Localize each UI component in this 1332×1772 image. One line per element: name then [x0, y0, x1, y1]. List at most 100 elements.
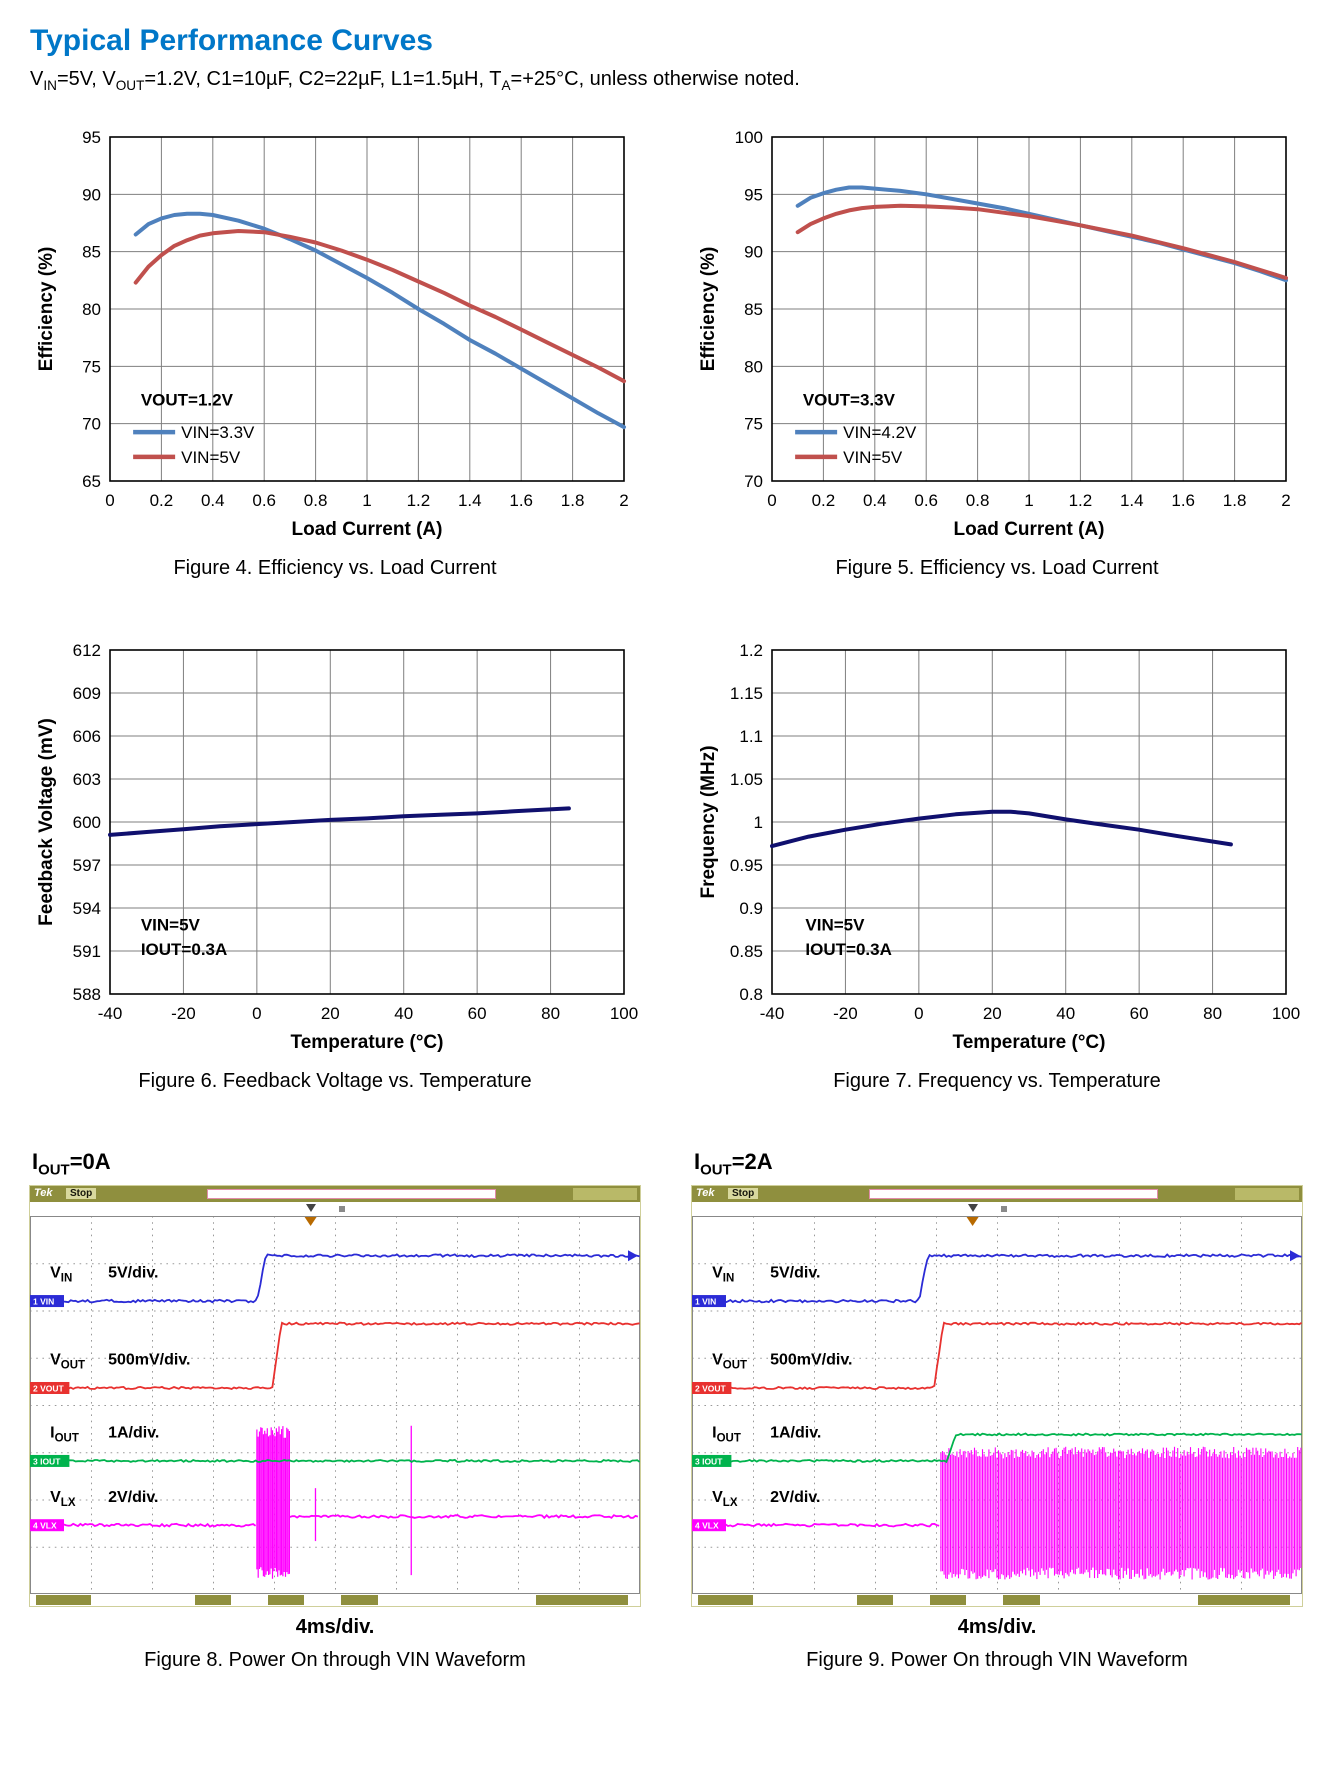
y-axis-label: Frequency (MHz)	[698, 745, 719, 898]
chart-annotation: VOUT=3.3V	[803, 390, 896, 409]
legend-label: VIN=4.2V	[843, 423, 917, 442]
figure-5: 0 0.2 0.4 0.6 0.8 1 1.2 1.4 1.6 1.8 2 70 75 80 85 90 95 1…	[692, 123, 1302, 580]
svg-text:80: 80	[82, 300, 101, 319]
svg-text:603: 603	[73, 770, 101, 789]
svg-text:609: 609	[73, 684, 101, 703]
svg-text:1.15: 1.15	[730, 684, 763, 703]
svg-text:588: 588	[73, 985, 101, 1004]
svg-text:1.2: 1.2	[1069, 491, 1093, 510]
svg-text:1.2: 1.2	[407, 491, 431, 510]
page-title: Typical Performance Curves	[30, 24, 433, 57]
svg-text:606: 606	[73, 727, 101, 746]
svg-text:1.8: 1.8	[561, 491, 585, 510]
svg-text:2: 2	[1281, 491, 1290, 510]
series-Frequency	[770, 809, 1233, 849]
scope-readout-block	[1003, 1595, 1040, 1606]
svg-text:0.4: 0.4	[863, 491, 887, 510]
figure-6-caption: Figure 6. Feedback Voltage vs. Temperatu…	[138, 1070, 532, 1092]
svg-text:0.6: 0.6	[252, 491, 276, 510]
trace-scale-IOUT: 1A/div.	[770, 1425, 821, 1442]
channel-badge-text: 2 VOUT	[33, 1384, 65, 1394]
trace-label-VIN: VIN	[712, 1265, 734, 1285]
chart-annotation: IOUT=0.3A	[805, 940, 891, 959]
svg-text:597: 597	[73, 856, 101, 875]
y-axis-label: Efficiency (%)	[36, 247, 57, 372]
scope-bottom-chrome	[692, 1594, 1302, 1607]
svg-text:20: 20	[321, 1004, 340, 1023]
svg-text:100: 100	[735, 128, 763, 147]
svg-text:60: 60	[1130, 1004, 1149, 1023]
trigger-time-marker	[966, 1217, 979, 1227]
legend-label: VIN=5V	[181, 448, 241, 467]
scope-readout-block	[536, 1595, 628, 1606]
figure-9-caption: Figure 9. Power On through VIN Waveform	[806, 1649, 1188, 1672]
x-axis-label: Temperature (°C)	[953, 1032, 1106, 1053]
svg-text:60: 60	[468, 1004, 487, 1023]
channel-badge-VIN	[692, 1295, 726, 1308]
scope-readout-block	[194, 1595, 232, 1606]
trace-scale-IOUT: 1A/div.	[108, 1425, 159, 1442]
svg-text:1.2: 1.2	[739, 641, 763, 660]
acquisition-status: Stop	[728, 1188, 759, 1200]
svg-text:0.2: 0.2	[150, 491, 174, 510]
tek-logo: Tek	[34, 1187, 53, 1200]
channel-badge-text: 1 VIN	[33, 1297, 54, 1307]
timebase-label: 4ms/div.	[957, 1616, 1037, 1639]
figure-4: 0 0.2 0.4 0.6 0.8 1 1.2 1.4 1.6 1.8 2 65 70 75 80 85 90 9…	[30, 123, 640, 580]
plot-border	[771, 649, 1287, 995]
trace-scale-VLX: 2V/div.	[770, 1489, 820, 1506]
series-VIN=5V	[133, 229, 626, 384]
trace-VIN	[30, 1253, 640, 1304]
svg-text:100: 100	[610, 1004, 638, 1023]
svg-text:1: 1	[362, 491, 371, 510]
scope-readout-block	[341, 1595, 378, 1606]
figure-8: IOUT=0A Tek Stop VIN 5V/div. VOUT 500mV/div…	[30, 1149, 640, 1672]
graticule-border	[30, 1216, 640, 1595]
scope-readout-block	[929, 1595, 967, 1606]
x-axis-label: Load Current (A)	[292, 519, 443, 540]
svg-text:95: 95	[82, 128, 101, 147]
svg-text:100: 100	[1272, 1004, 1300, 1023]
svg-text:85: 85	[744, 300, 763, 319]
svg-text:0: 0	[914, 1004, 923, 1023]
trace-VIN	[692, 1253, 1302, 1304]
trace-label-IOUT: IOUT	[712, 1425, 741, 1445]
svg-text:591: 591	[73, 942, 101, 961]
svg-text:0.6: 0.6	[914, 491, 938, 510]
feedback-voltage-vs-temperature-chart: -40 -20 0 20 40 60 80 100 588 591 594 597 600 603 606 6…	[36, 641, 638, 1053]
efficiency-vs-load-chart-vout1v2: 0 0.2 0.4 0.6 0.8 1 1.2 1.4 1.6 1.8 2 65 70 75 80 85 90 9…	[36, 128, 629, 540]
figures-grid: 0 0.2 0.4 0.6 0.8 1 1.2 1.4 1.6 1.8 2 65 70 75 80 85 90 9…	[30, 123, 1302, 1672]
svg-text:70: 70	[744, 472, 763, 491]
x-axis-label: Load Current (A)	[954, 519, 1105, 540]
svg-text:1.6: 1.6	[1171, 491, 1195, 510]
svg-text:95: 95	[744, 185, 763, 204]
svg-text:612: 612	[73, 641, 101, 660]
trace-label-VOUT: VOUT	[712, 1352, 747, 1372]
series-VIN=3.3V	[133, 211, 626, 430]
plot-border	[109, 136, 625, 482]
trace-VOUT	[30, 1321, 640, 1391]
channel-badge-text: 1 VIN	[695, 1297, 716, 1307]
figure-7: -40 -20 0 20 40 60 80 100 0.8 0.85 0.9 0.95 1 1.05 1.1…	[692, 636, 1302, 1093]
plot-border	[109, 649, 625, 995]
svg-text:80: 80	[1203, 1004, 1222, 1023]
svg-text:1.1: 1.1	[739, 727, 763, 746]
test-conditions-line: VIN=5V, VOUT=1.2V, C1=10µF, C2=22µF, L1=…	[30, 68, 800, 93]
y-axis-label: Feedback Voltage (mV)	[36, 718, 57, 926]
scope-graticule: VIN 5V/div. VOUT 500mV/div. IOUT 1A/div. VLX 2V…	[692, 1216, 1302, 1595]
figure-7-caption: Figure 7. Frequency vs. Temperature	[833, 1070, 1161, 1092]
channel-badge-text: 3 IOUT	[33, 1457, 61, 1467]
scope-record-strip	[30, 1202, 640, 1217]
channel-badge-VOUT	[692, 1382, 732, 1395]
oscilloscope-screenshot-iout-0a: Tek Stop VIN 5V/div. VOUT 500mV/div. IOUT 1A/…	[30, 1186, 640, 1607]
figure-6: -40 -20 0 20 40 60 80 100 588 591 594 597 600 603 606 6…	[30, 636, 640, 1093]
acquisition-status: Stop	[66, 1188, 97, 1200]
figure-9-load-condition: IOUT=2A	[694, 1149, 773, 1179]
trace-label-VOUT: VOUT	[50, 1352, 85, 1372]
svg-text:75: 75	[82, 357, 101, 376]
datasheet-page: Typical Performance Curves VIN=5V, VOUT=…	[30, 24, 1302, 1672]
channel-badge-text: 2 VOUT	[695, 1384, 727, 1394]
svg-text:85: 85	[82, 243, 101, 262]
trigger-time-marker	[304, 1217, 317, 1227]
chart-annotation: VIN=5V	[805, 915, 865, 934]
